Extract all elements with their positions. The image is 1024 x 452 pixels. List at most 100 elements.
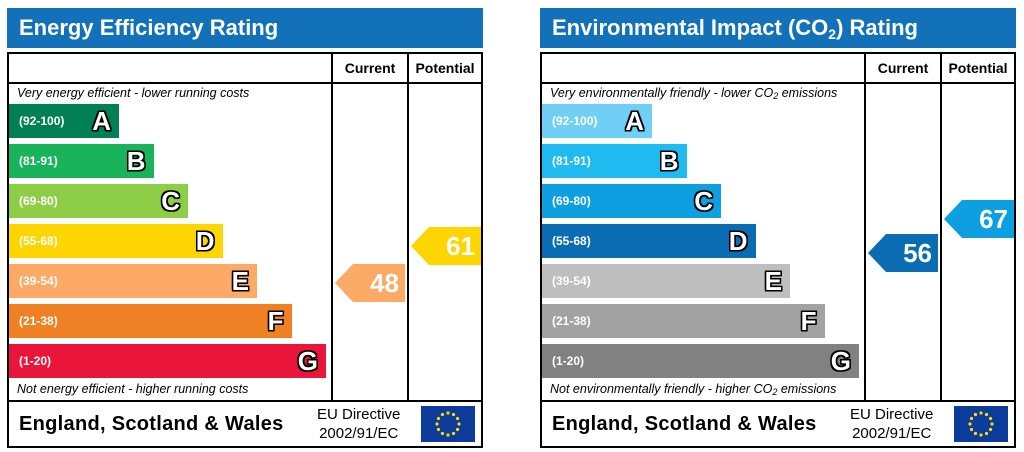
potential-arrow-fill [944, 199, 1014, 238]
star-icon [984, 412, 989, 417]
star-icon [436, 427, 441, 432]
star-icon [451, 431, 456, 436]
star-icon [979, 411, 983, 415]
column-divider [407, 54, 409, 400]
current-rating-value: 48 [370, 268, 399, 298]
potential-column-header: Potential [415, 60, 475, 76]
eu-directive: EU Directive 2002/91/EC [317, 405, 400, 443]
potential-arrow-fill [411, 226, 481, 265]
band-range-label: (81-91) [552, 154, 591, 168]
top-caption-end: emissions [778, 86, 838, 100]
band-letter: A [92, 106, 111, 136]
band-range-label: (1-20) [552, 354, 585, 368]
environment-title: Environmental Impact (CO2) Rating [540, 8, 1016, 48]
band-range-label: (81-91) [19, 154, 58, 168]
band-range-label: (55-68) [552, 234, 591, 248]
bottom-caption-main: Not environmentally friendly - higher CO [550, 382, 773, 396]
star-icon [457, 422, 461, 426]
rating-band-b: (81-91) B [542, 144, 687, 178]
star-icon [973, 431, 978, 436]
top-caption: Very environmentally friendly - lower CO… [550, 86, 837, 101]
band-letter: D [195, 226, 215, 256]
header-divider [542, 82, 1014, 84]
rating-band-b: (81-91) B [9, 144, 154, 178]
directive-line1: EU Directive [850, 406, 934, 423]
eu-flag-icon [954, 406, 1008, 442]
star-icon [435, 422, 439, 426]
band-letter: D [728, 226, 748, 256]
directive-line1: EU Directive [317, 406, 401, 423]
band-range-label: (69-80) [552, 194, 591, 208]
eu-directive: EU Directive 2002/91/EC [850, 405, 933, 443]
region-label: England, Scotland & Wales [19, 413, 284, 435]
current-rating-arrow: 48 [333, 264, 405, 302]
potential-rating-value: 67 [979, 203, 1008, 234]
band-range-label: (21-38) [19, 314, 58, 328]
rating-band-e: (39-54) E [542, 264, 790, 298]
star-icon [990, 422, 994, 426]
rating-band-g: (1-20) G [542, 344, 859, 378]
bottom-caption: Not environmentally friendly - higher CO… [550, 382, 836, 397]
band-letter: E [764, 266, 782, 296]
star-icon [455, 416, 460, 421]
star-icon [440, 412, 445, 417]
star-icon [446, 411, 450, 415]
band-letter: C [161, 186, 180, 216]
rating-band-e: (39-54) E [9, 264, 257, 298]
current-rating-arrow: 56 [866, 234, 938, 273]
band-letter: G [297, 346, 318, 376]
directive-line2: 2002/91/EC [319, 425, 399, 442]
column-divider [940, 54, 942, 400]
band-range-label: (21-38) [552, 314, 591, 328]
environmental-impact-panel: Environmental Impact (CO2) Rating Curren… [540, 8, 1016, 448]
bottom-caption: Not energy efficient - higher running co… [17, 382, 249, 396]
current-arrow-fill [868, 234, 938, 273]
environment-title-end: ) Rating [836, 15, 918, 40]
current-arrow-fill [335, 264, 405, 302]
environment-title-sub: 2 [828, 26, 837, 42]
rating-band-c: (69-80) C [542, 184, 721, 218]
footer: England, Scotland & Wales EU Directive 2… [540, 402, 1016, 448]
energy-efficiency-panel: Energy Efficiency Rating Current Potenti… [7, 8, 483, 448]
energy-chart-box: Current Potential Very energy efficient … [7, 52, 483, 402]
header-divider [9, 82, 481, 84]
rating-band-f: (21-38) F [542, 304, 825, 338]
rating-band-a: (92-100) A [542, 104, 652, 138]
rating-band-d: (55-68) D [9, 224, 223, 258]
potential-arrow-shape [944, 199, 1014, 238]
current-column-header: Current [877, 60, 929, 76]
rating-band-a: (92-100) A [9, 104, 119, 138]
star-icon [973, 412, 978, 417]
star-icon [968, 422, 972, 426]
eu-stars [968, 411, 994, 437]
rating-band-g: (1-20) G [9, 344, 326, 378]
column-divider [331, 54, 333, 400]
star-icon [446, 433, 450, 437]
rating-band-f: (21-38) F [9, 304, 292, 338]
band-letter: E [231, 266, 249, 296]
footer: England, Scotland & Wales EU Directive 2… [7, 402, 483, 448]
band-range-label: (39-54) [19, 274, 58, 288]
star-icon [984, 431, 989, 436]
region-label: England, Scotland & Wales [552, 413, 817, 435]
star-icon [440, 431, 445, 436]
potential-column-header: Potential [948, 60, 1008, 76]
current-column-header: Current [344, 60, 396, 76]
environment-title-main: Environmental Impact (CO [552, 15, 829, 40]
current-rating-value: 56 [903, 238, 932, 269]
band-letter: G [830, 346, 851, 376]
directive-line2: 2002/91/EC [852, 425, 932, 442]
top-caption-sub: 2 [773, 91, 779, 101]
star-icon [455, 427, 460, 432]
star-icon [979, 433, 983, 437]
potential-rating-value: 61 [446, 230, 475, 261]
rating-band-d: (55-68) D [542, 224, 756, 258]
band-range-label: (55-68) [19, 234, 58, 248]
band-letter: A [625, 106, 644, 136]
band-range-label: (69-80) [19, 194, 58, 208]
bottom-caption-sub: 2 [772, 387, 778, 397]
star-icon [988, 416, 993, 421]
band-range-label: (39-54) [552, 274, 591, 288]
rating-band-c: (69-80) C [9, 184, 188, 218]
potential-rating-arrow: 61 [409, 226, 481, 265]
